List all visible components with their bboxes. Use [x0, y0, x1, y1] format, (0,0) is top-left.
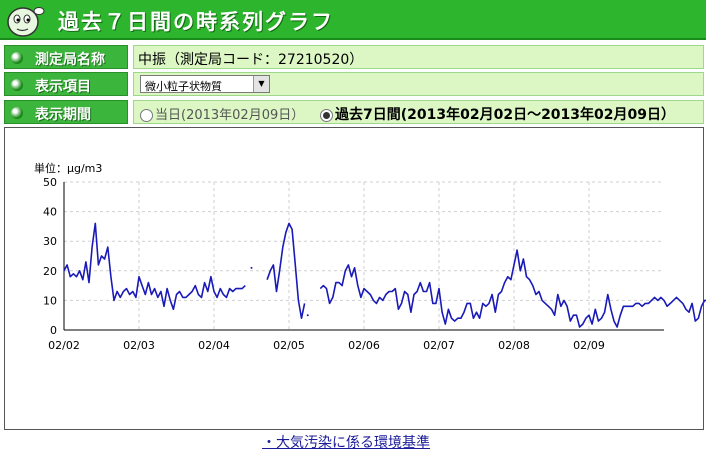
radio-button-checked-icon[interactable] — [320, 108, 333, 122]
chevron-down-icon[interactable]: ▼ — [253, 76, 269, 92]
x-tick-label: 02/05 — [273, 339, 305, 352]
series-line — [319, 249, 706, 328]
chart-axes — [63, 182, 664, 331]
item-select[interactable]: 微小粒子状物質 ▼ — [140, 75, 270, 93]
y-tick-label: 30 — [43, 235, 57, 248]
y-tick-label: 10 — [43, 294, 57, 307]
station-value: 中振（測定局コード：27210520） — [138, 52, 364, 68]
environmental-standards-link[interactable]: ・大気汚染に係る環境基準 — [262, 435, 430, 451]
chart-frame — [4, 127, 704, 430]
period-label-cell: 表示期間 — [4, 100, 128, 124]
x-tick-label: 02/07 — [423, 339, 455, 352]
x-tick-label: 02/04 — [198, 339, 230, 352]
x-tick-label: 02/03 — [123, 339, 155, 352]
y-tick-label: 0 — [50, 324, 57, 337]
y-tick-label: 40 — [43, 206, 57, 219]
bullet-icon — [11, 52, 23, 64]
chart-grid — [64, 181, 664, 330]
item-row: 表示項目 微小粒子状物質 ▼ — [4, 72, 704, 96]
station-label: 測定局名称 — [35, 52, 105, 68]
page-header: 過去７日間の時系列グラフ — [0, 0, 706, 40]
x-tick-label: 02/02 — [48, 339, 80, 352]
x-tick-label: 02/08 — [498, 339, 530, 352]
period-option-today-label: 当日(2013年02月09日） — [155, 108, 305, 123]
period-option-week[interactable]: 過去7日間(2013年02月02日～2013年02月09日） — [320, 104, 675, 124]
item-value-cell: 微小粒子状物質 ▼ — [133, 72, 704, 96]
x-tick-label: 02/09 — [573, 339, 605, 352]
series-line — [63, 222, 246, 311]
mascot-logo — [7, 7, 45, 37]
bullet-icon — [11, 79, 23, 91]
period-value-cell: 当日(2013年02月09日） 過去7日間(2013年02月02日～2013年0… — [133, 100, 704, 124]
item-select-value: 微小粒子状物質 — [145, 80, 222, 93]
page-title: 過去７日間の時系列グラフ — [58, 10, 334, 34]
radio-button-icon[interactable] — [140, 109, 153, 122]
station-value-cell: 中振（測定局コード：27210520） — [133, 45, 704, 69]
station-row: 測定局名称 中振（測定局コード：27210520） — [4, 45, 704, 69]
item-label-cell: 表示項目 — [4, 72, 128, 96]
x-tick-label: 02/06 — [348, 339, 380, 352]
chart-tick-labels: 0 10 20 30 40 50 02/02 02/03 02/04 02/05 02/06 02/0… — [43, 176, 605, 352]
period-row: 表示期間 当日(2013年02月09日） 過去7日間(2013年02月02日～2… — [4, 100, 704, 124]
period-option-today[interactable]: 当日(2013年02月09日） — [140, 104, 304, 123]
chart-unit-label: 単位：μg/m3 — [34, 162, 103, 175]
y-tick-label: 20 — [43, 265, 57, 278]
y-tick-label: 50 — [43, 176, 57, 189]
station-label-cell: 測定局名称 — [4, 45, 128, 69]
chart-series — [63, 222, 706, 328]
series-line — [266, 222, 306, 320]
period-option-week-label: 過去7日間(2013年02月02日～2013年02月09日） — [335, 107, 675, 123]
item-label: 表示項目 — [35, 79, 91, 95]
period-label: 表示期間 — [35, 107, 91, 123]
bullet-icon — [11, 107, 23, 119]
